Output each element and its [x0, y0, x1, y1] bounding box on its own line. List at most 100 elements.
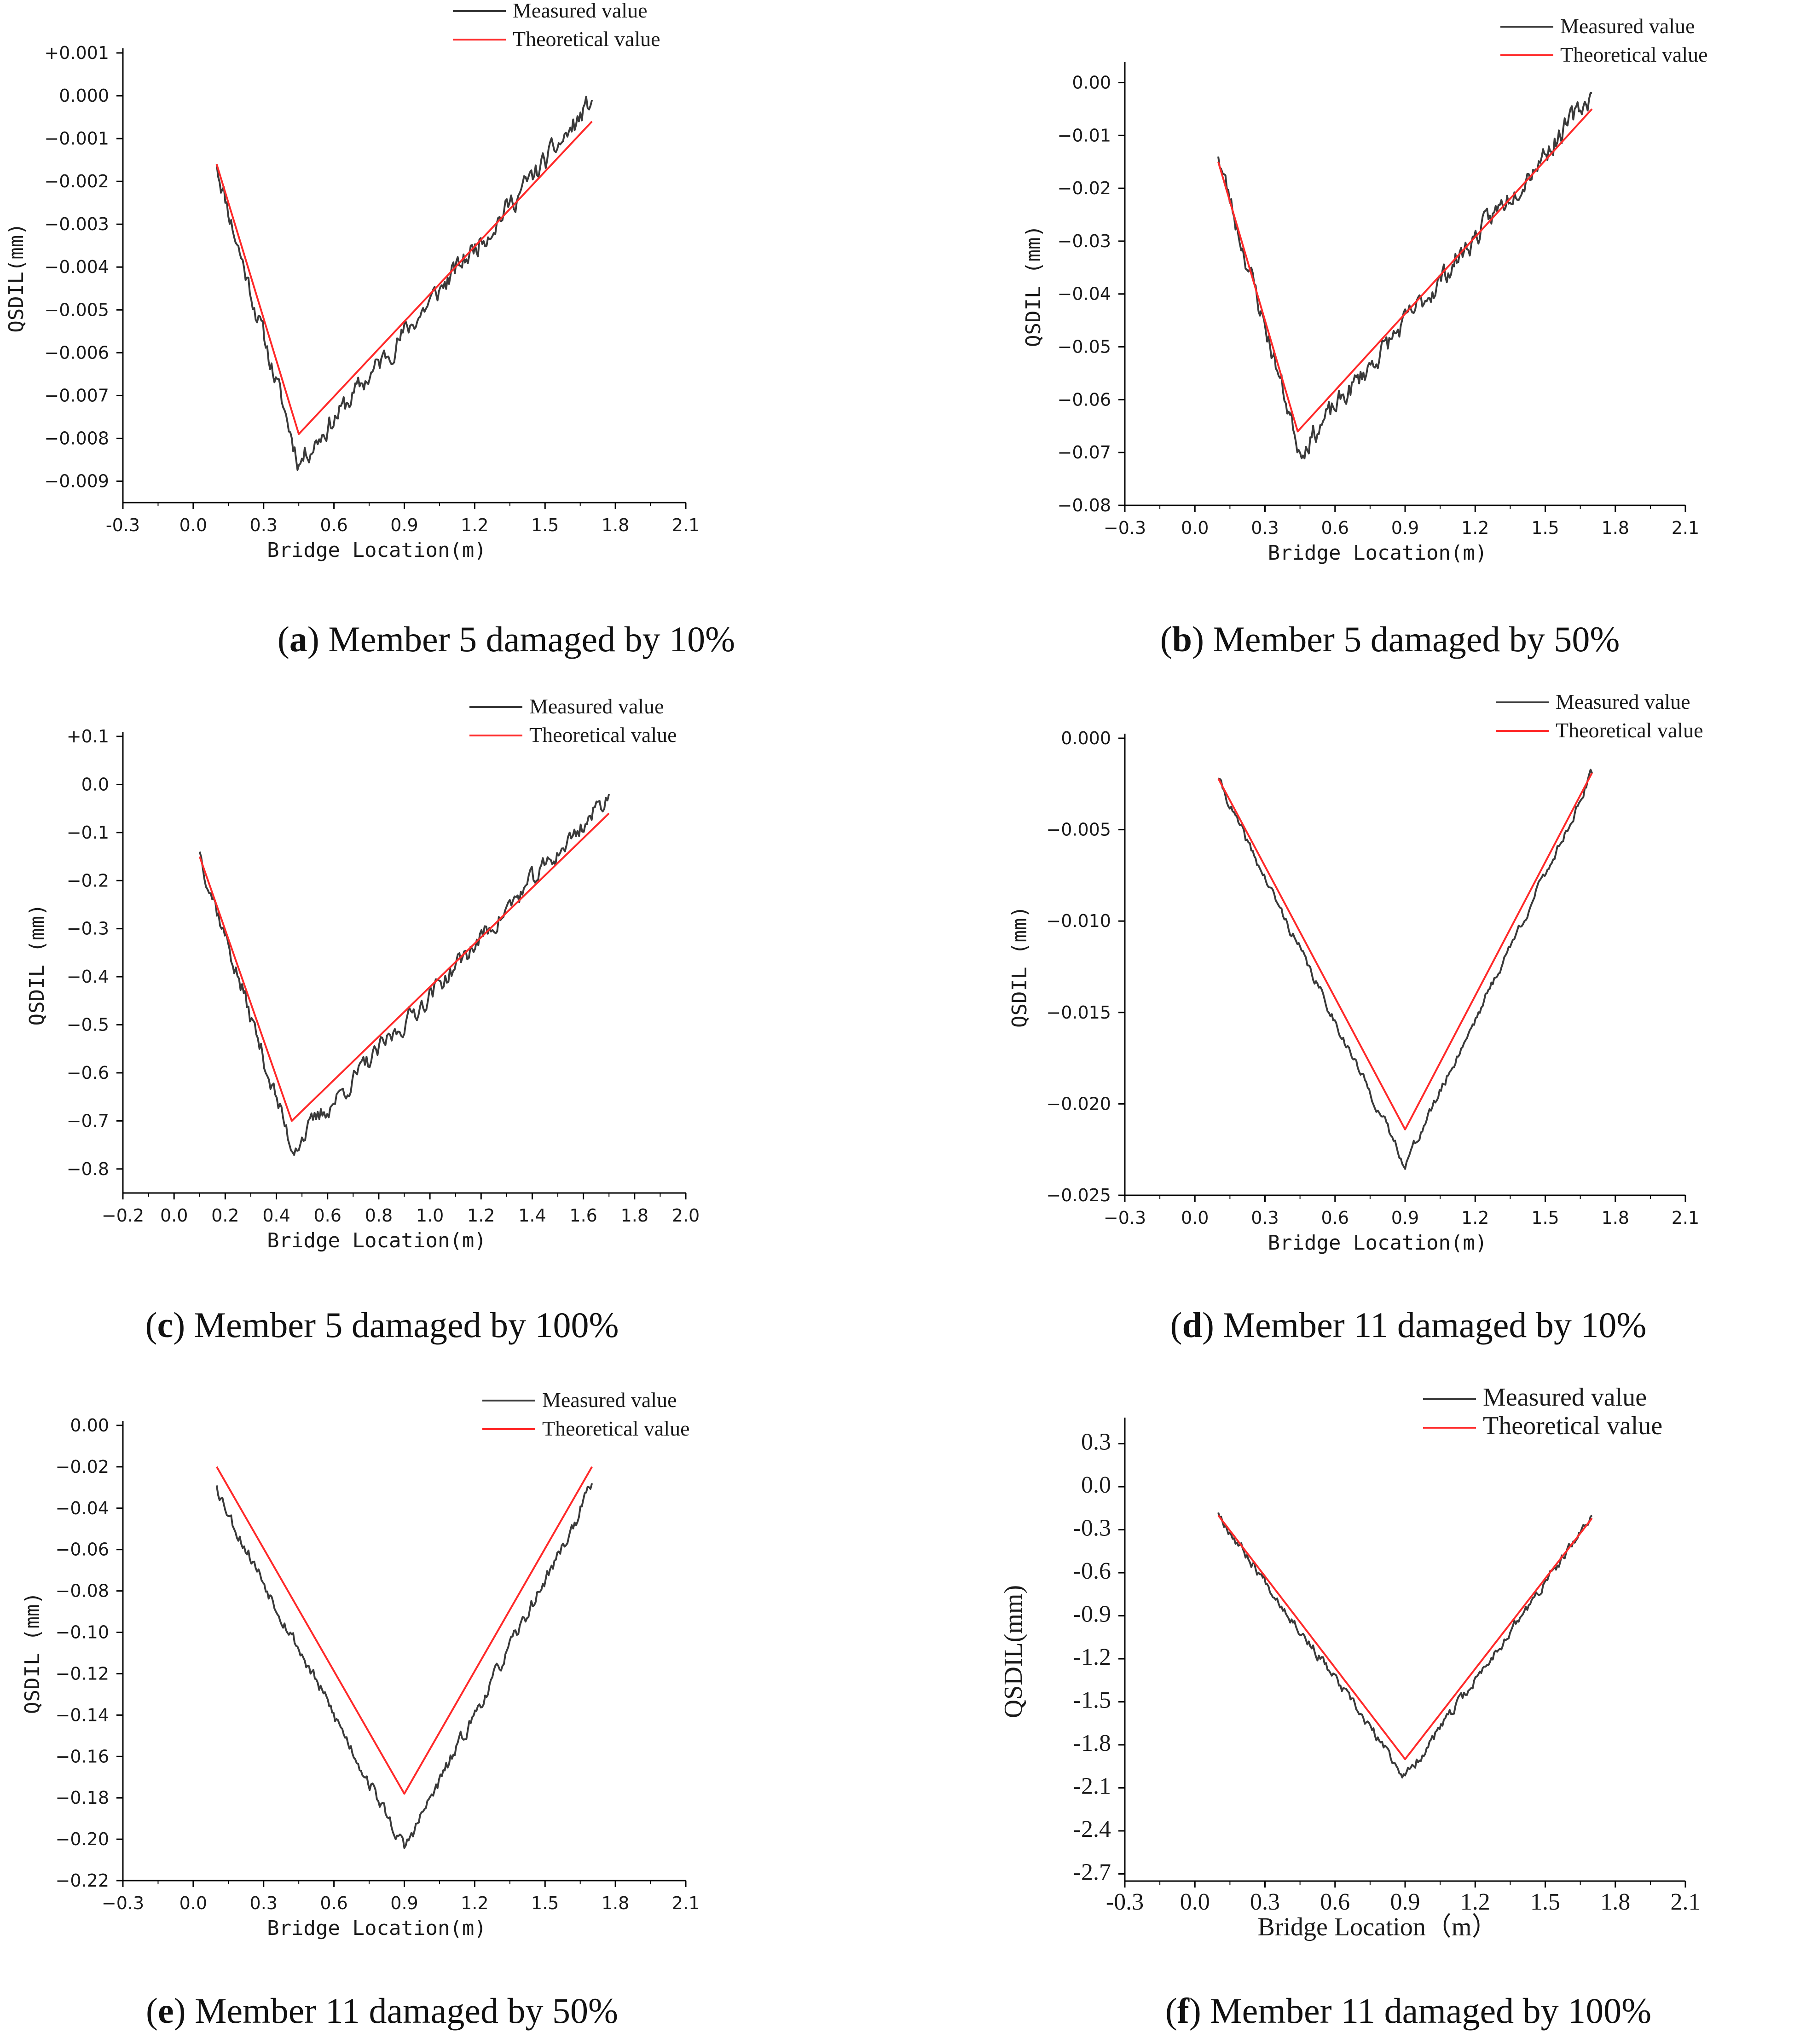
y-tick-label: −0.3 — [67, 919, 109, 939]
x-tick-label: 0.9 — [1391, 518, 1419, 538]
caption-text: Member 5 damaged by 100% — [194, 1305, 619, 1345]
y-tick-label: +0.1 — [67, 726, 109, 747]
x-tick-label: 0.9 — [1391, 1208, 1419, 1228]
y-tick-label: 0.00 — [70, 1415, 109, 1436]
x-tick-label: −0.2 — [102, 1205, 144, 1226]
x-tick-label: 0.3 — [1251, 518, 1279, 538]
y-tick-label: −0.009 — [44, 471, 109, 491]
y-tick-label: −0.4 — [67, 967, 109, 987]
x-tick-label: 1.8 — [1602, 1208, 1629, 1228]
chart-panel-c: −0.2 0.0 0.2 0.4 0.6 0.8 1.0 1.2 1.4 1.6 1.8 2.0 +0.… — [25, 695, 700, 1345]
legend-measured-label: Measured value — [1560, 14, 1695, 38]
x-tick-label: 1.5 — [1530, 1889, 1560, 1915]
x-tick-label: 2.0 — [672, 1205, 700, 1226]
y-axis-label: QSDIL (mm) — [1022, 225, 1045, 347]
y-tick-label: +0.001 — [44, 43, 109, 63]
y-axis-label: QSDIL(mm) — [5, 223, 28, 332]
y-tick-label: 0.00 — [1072, 72, 1111, 93]
x-tick-label: 0.3 — [250, 1893, 278, 1913]
y-tick-label: −0.006 — [44, 342, 109, 363]
legend-theoretical-label: Theoretical value — [1556, 718, 1703, 742]
panel-caption: (c) Member 5 damaged by 100% — [145, 1305, 619, 1345]
y-axis-label: QSDIL(mm) — [999, 1585, 1028, 1718]
x-tick-label: 0.2 — [211, 1205, 239, 1226]
x-tick-label: 0.3 — [1251, 1208, 1279, 1228]
x-tick-label: -0.3 — [106, 515, 140, 535]
y-axis-label: QSDIL (mm) — [25, 904, 49, 1026]
legend-theoretical-label: Theoretical value — [1560, 43, 1708, 66]
x-tick-label: 2.1 — [1672, 518, 1699, 538]
caption-open-paren: ( — [146, 1991, 158, 2031]
y-tick-label: −0.12 — [56, 1663, 109, 1684]
x-tick-label: 1.5 — [531, 515, 559, 535]
x-tick-label: 1.2 — [461, 515, 488, 535]
y-tick-label: −0.7 — [67, 1111, 109, 1131]
y-tick-label: −0.002 — [44, 171, 109, 191]
legend-theoretical-label: Theoretical value — [542, 1417, 690, 1440]
y-tick-label: -0.3 — [1073, 1515, 1111, 1541]
y-tick-label: −0.18 — [56, 1788, 109, 1808]
caption-open-paren: ( — [145, 1305, 157, 1345]
x-tick-label: 0.3 — [1250, 1889, 1280, 1915]
x-tick-label: 1.0 — [416, 1205, 444, 1226]
caption-close-paren: ) — [307, 619, 328, 659]
y-tick-label: -0.6 — [1073, 1558, 1111, 1584]
y-tick-label: -1.2 — [1073, 1644, 1111, 1670]
y-tick-label: -1.8 — [1073, 1730, 1111, 1756]
x-tick-label: 0.9 — [1390, 1889, 1420, 1915]
x-tick-label: 0.6 — [1320, 1889, 1350, 1915]
legend-measured-label: Measured value — [1483, 1383, 1647, 1412]
y-tick-label: −0.001 — [44, 128, 109, 149]
x-tick-label: 0.6 — [1321, 518, 1349, 538]
caption-letter: c — [157, 1305, 174, 1345]
panel-caption: (e) Member 11 damaged by 50% — [146, 1991, 618, 2031]
measured-series-line — [1217, 92, 1592, 459]
y-tick-label: −0.010 — [1046, 911, 1111, 931]
y-tick-label: −0.06 — [56, 1540, 109, 1560]
caption-letter: e — [158, 1991, 174, 2031]
legend-measured-label: Measured value — [529, 695, 664, 718]
measured-series-line — [215, 1483, 593, 1849]
y-tick-label: −0.003 — [44, 214, 109, 234]
x-tick-label: 1.6 — [569, 1205, 597, 1226]
caption-text: Member 11 damaged by 100% — [1210, 1991, 1651, 2031]
y-axis-label: QSDIL (mm) — [21, 1592, 44, 1714]
x-tick-label: 0.0 — [1180, 1889, 1210, 1915]
y-tick-label: −0.08 — [1058, 495, 1111, 515]
x-tick-label: 2.1 — [1671, 1889, 1701, 1915]
x-tick-label: 2.1 — [1672, 1208, 1699, 1228]
x-tick-label: 1.5 — [1531, 1208, 1559, 1228]
x-tick-label: 0.8 — [365, 1205, 393, 1226]
legend-measured-label: Measured value — [542, 1388, 677, 1412]
y-tick-label: −0.22 — [56, 1870, 109, 1891]
x-tick-label: 0.0 — [179, 1893, 207, 1913]
x-tick-label: 1.2 — [1460, 1889, 1490, 1915]
panel-caption: (f) Member 11 damaged by 100% — [1165, 1991, 1651, 2031]
x-tick-label: 1.2 — [1461, 1208, 1489, 1228]
y-tick-label: −0.01 — [1058, 125, 1111, 145]
caption-text: Member 5 damaged by 50% — [1213, 619, 1620, 659]
x-tick-label: 0.6 — [1321, 1208, 1349, 1228]
x-axis-label: Bridge Location(m) — [1268, 541, 1487, 565]
caption-close-paren: ) — [173, 1305, 194, 1345]
theoretical-series-line — [198, 812, 610, 1122]
chart-panel-f: -0.3 0.0 0.3 0.6 0.9 1.2 1.5 1.8 2.1 0.3 0.0 -0.3 -0… — [999, 1383, 1701, 2031]
caption-letter: d — [1182, 1305, 1202, 1345]
x-axis-label: Bridge Location(m) — [1268, 1231, 1487, 1255]
y-tick-label: -2.7 — [1073, 1859, 1111, 1885]
y-tick-label: 0.000 — [1061, 728, 1111, 748]
y-tick-label: −0.16 — [56, 1746, 109, 1766]
caption-open-paren: ( — [278, 619, 289, 659]
caption-letter: f — [1177, 1991, 1190, 2031]
legend-measured-label: Measured value — [513, 0, 648, 22]
theoretical-series-line — [215, 121, 593, 435]
y-tick-label: −0.2 — [67, 870, 109, 891]
caption-letter: a — [289, 619, 307, 659]
caption-open-paren: ( — [1165, 1991, 1177, 2031]
x-tick-label: 0.9 — [390, 1893, 418, 1913]
measured-series-line — [198, 793, 610, 1156]
y-tick-label: −0.20 — [56, 1829, 109, 1849]
y-tick-label: −0.5 — [67, 1015, 109, 1035]
chart-panel-e: −0.3 0.0 0.3 0.6 0.9 1.2 1.5 1.8 2.1 0.00 −0.02 −0.… — [21, 1388, 700, 2031]
